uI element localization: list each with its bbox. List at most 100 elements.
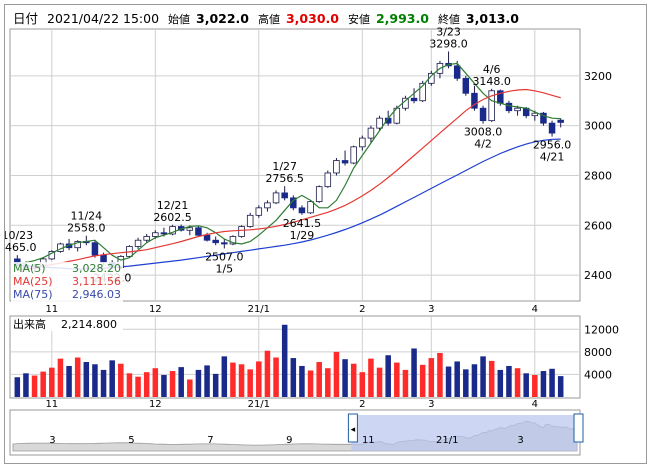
volume-bar [143, 372, 150, 397]
candlesticks [14, 51, 564, 273]
volume-bar [74, 357, 81, 397]
navigator-handle-left [347, 413, 358, 443]
volume-bar [497, 369, 504, 397]
volume-bar [368, 358, 374, 397]
x-tick-label: 3 [428, 399, 434, 410]
volume-bar [523, 373, 529, 397]
annotation-value: 2558.0 [67, 222, 106, 235]
navigator-tick-label: 5 [128, 435, 134, 446]
x-tick-label: 21/1 [248, 399, 270, 410]
candle-body [221, 242, 228, 245]
volume-bar [14, 377, 21, 397]
x-tick-label: 2 [359, 399, 365, 410]
candle-body [152, 232, 159, 237]
volume-bar [437, 352, 443, 397]
volume-bars [14, 324, 564, 397]
candle-body [229, 236, 237, 245]
volume-bar [66, 365, 72, 397]
high-label: 高値 [258, 12, 280, 26]
candle-body [91, 242, 99, 256]
header-bar: 日付 2021/04/22 15:00 始値 3,022.0 高値 3,030.… [13, 11, 519, 26]
volume-bar [31, 375, 38, 397]
volume-bar [333, 351, 340, 397]
ma-legend: MA(5) 3,028.20 MA(25) 3,111.56 MA(75) 2,… [11, 262, 123, 302]
volume-bar [109, 360, 115, 397]
volume-bar [350, 363, 357, 397]
close-label: 終値 [438, 12, 460, 26]
navigator[interactable]: ◂ 3 5 7 9 11 21/1 3 [12, 413, 584, 452]
annotation-value: 2507.0 [205, 250, 244, 263]
candle-body [169, 226, 176, 235]
volume-bar [532, 374, 538, 397]
volume-bar [221, 356, 228, 397]
price-tick-label: 2600 [584, 219, 612, 232]
volume-bar [488, 360, 495, 397]
candle-body [272, 192, 280, 204]
volume-bar [169, 371, 176, 397]
axis-labels: 2400 2600 2800 3000 3200 4000 8000 12000 11 11 12 1… [45, 70, 619, 410]
candle-body [143, 236, 150, 241]
navigator-tick-label: 9 [286, 435, 292, 446]
x-tick-label: 11 [45, 304, 58, 315]
candle-body [255, 207, 263, 216]
x-tick-label: 4 [532, 304, 538, 315]
volume-bar [195, 369, 202, 397]
ma75-label: MA(75) [13, 288, 53, 301]
candle-body [315, 186, 323, 203]
volume-bar [92, 364, 98, 397]
navigator-tick-label: 3 [49, 435, 55, 446]
volume-legend: 出来高 2,214.800 [11, 317, 123, 331]
candle-body [281, 192, 288, 199]
volume-bar [325, 368, 331, 397]
ma-line-0 [17, 62, 561, 265]
volume-bar [273, 357, 279, 397]
ma75-value: 2,946.03 [72, 288, 121, 301]
candle-body [548, 122, 556, 134]
volume-value: 2,214.800 [61, 318, 117, 331]
candle-body [557, 119, 564, 123]
annotation-date: 1/29 [290, 229, 315, 242]
volume-legend-bg [11, 317, 123, 331]
volume-bar [428, 358, 435, 397]
volume-bar [57, 358, 64, 397]
volume-bar [359, 372, 366, 397]
annotation-date: 3/23 [436, 25, 461, 38]
candle-body [419, 82, 426, 102]
candle-body [333, 160, 340, 174]
volume-bar [264, 350, 271, 397]
volume-bar [100, 369, 107, 397]
annotation-date: 11/24 [70, 210, 102, 223]
annotation-date: 12/21 [157, 199, 189, 212]
candle-body [453, 65, 461, 79]
volume-bar [281, 324, 288, 397]
candle-body [298, 207, 306, 214]
volume-bar [342, 359, 348, 397]
volume-bar [557, 376, 564, 397]
volume-bar [299, 365, 305, 397]
x-tick-label: 2 [359, 304, 365, 315]
volume-bar [290, 358, 297, 397]
candle-body [238, 226, 245, 237]
candle-body [195, 227, 202, 236]
volume-bar [83, 362, 90, 397]
annotation-date: 1/27 [272, 160, 297, 173]
annotation-date: 10/23 [5, 229, 33, 242]
candle-body [376, 117, 383, 129]
navigator-handle-arrow: ◂ [351, 425, 356, 435]
candle-body [203, 234, 211, 241]
volume-bar [230, 362, 236, 397]
annotation-value: 2465.0 [5, 241, 37, 254]
annotation-date: 4/6 [483, 63, 501, 76]
candle-body [74, 241, 81, 249]
ma-legend-bg [11, 262, 123, 302]
candle-body [246, 214, 254, 227]
volume-bar [316, 362, 322, 397]
x-tick-label: 3 [428, 304, 434, 315]
price-tick-label: 2400 [584, 269, 612, 282]
volume-bar [480, 356, 486, 397]
candle-body [186, 227, 194, 231]
candle-body [479, 107, 487, 122]
volume-bar [506, 365, 512, 397]
candle-body [134, 239, 142, 247]
